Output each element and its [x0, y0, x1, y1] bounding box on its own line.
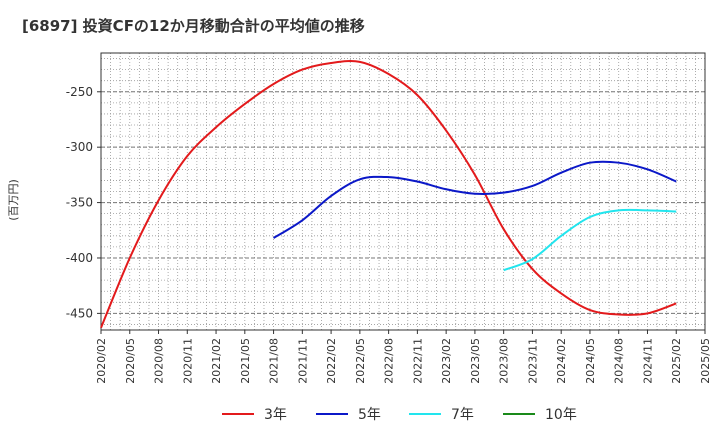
chart-title: [6897] 投資CFの12か月移動合計の平均値の推移	[22, 17, 365, 35]
x-tick-label: 2020/05	[124, 338, 137, 384]
legend: 3年 5年 7年 10年	[222, 407, 577, 423]
x-tick-label: 2024/02	[555, 338, 568, 384]
x-tick-label: 2025/02	[670, 338, 683, 384]
series-line-2	[273, 160, 677, 239]
series-line-3	[503, 208, 677, 272]
x-tick-label: 2020/08	[153, 338, 166, 384]
x-tick-label: 2020/11	[181, 338, 194, 384]
axes: -450 -400 -350 -300 -250 2020/02 2020/05 2020/0…	[66, 52, 712, 384]
legend-label-2: 5年	[358, 407, 381, 423]
y-axis-label: (百万円)	[7, 179, 20, 221]
x-tick-label: 2025/05	[699, 338, 712, 384]
x-tick-label: 2022/02	[325, 338, 338, 384]
series-lines	[100, 60, 677, 329]
legend-label-3: 7年	[451, 407, 474, 423]
x-tick-label: 2022/11	[411, 338, 424, 384]
x-tick-label: 2022/05	[354, 338, 367, 384]
y-tick-label: -250	[66, 85, 93, 99]
x-tick-label: 2024/11	[641, 338, 654, 384]
x-tick-label: 2021/05	[239, 338, 252, 384]
plot-frame	[100, 52, 706, 331]
y-tick-label: -450	[66, 306, 93, 320]
legend-label-4: 10年	[545, 407, 577, 423]
y-tick-label: -300	[66, 140, 93, 154]
x-tick-label: 2021/11	[296, 338, 309, 384]
plot-area	[101, 53, 705, 330]
x-tick-label: 2021/08	[268, 338, 281, 384]
x-tick-label: 2023/02	[440, 338, 453, 384]
series-line-1	[100, 60, 677, 329]
x-tick-label: 2022/08	[383, 338, 396, 384]
y-tick-label: -350	[66, 196, 93, 210]
x-tick-label: 2024/05	[584, 338, 597, 384]
x-tick-label: 2020/02	[95, 338, 108, 384]
legend-label-1: 3年	[264, 407, 287, 423]
y-tick-label: -400	[66, 251, 93, 265]
x-tick-label: 2021/02	[210, 338, 223, 384]
x-tick-label: 2023/11	[526, 338, 539, 384]
x-tick-label: 2024/08	[613, 338, 626, 384]
x-tick-label: 2023/08	[498, 338, 511, 384]
x-tick-label: 2023/05	[469, 338, 482, 384]
